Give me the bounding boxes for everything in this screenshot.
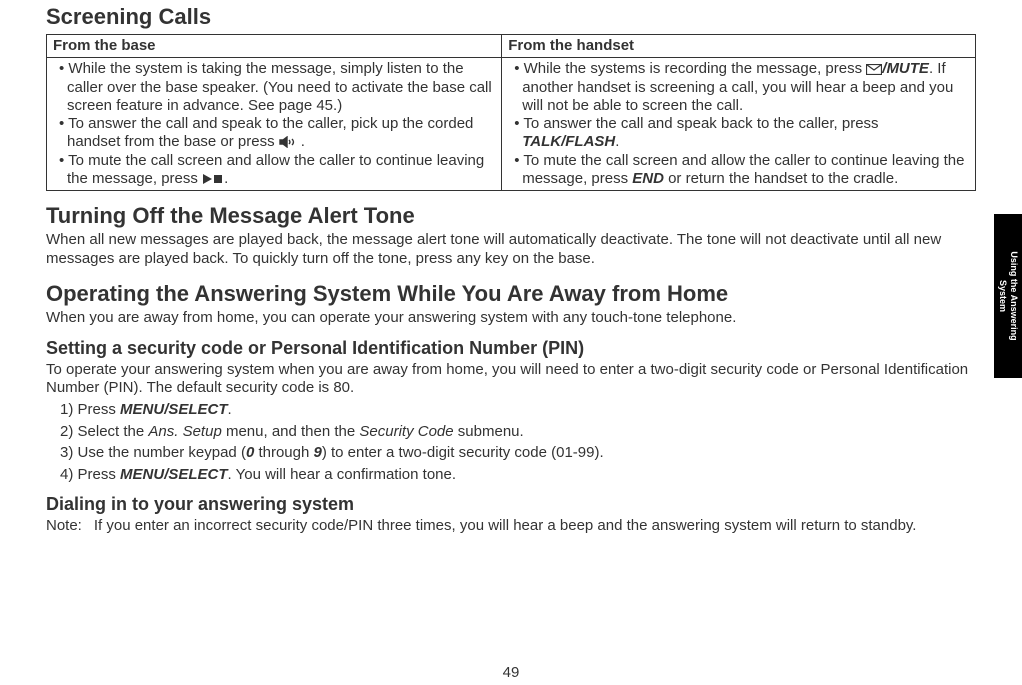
heading-screening-calls: Screening Calls (46, 4, 976, 30)
step-3-pre: Use the number keypad ( (78, 444, 246, 461)
step-2-pre: Select the (78, 423, 149, 440)
steps-list: Press MENU/SELECT. Select the Ans. Setup… (46, 400, 976, 484)
envelope-icon (866, 64, 882, 75)
base-bullet-3-post: . (224, 170, 228, 187)
step-2-i2: Security Code (359, 423, 453, 440)
base-bullet-1: While the system is taking the message, … (67, 60, 492, 114)
note-label: Note: (46, 517, 94, 536)
hs-bullet-2-pre: To answer the call and speak back to the… (523, 115, 878, 132)
base-bullet-2-post: . (301, 133, 305, 150)
table-cell-handset: While the systems is recording the messa… (502, 58, 976, 191)
base-bullet-3-pre: To mute the call screen and allow the ca… (67, 152, 484, 187)
hs-bullet-3-key: END (632, 170, 664, 187)
heading-setting-pin: Setting a security code or Personal Iden… (46, 338, 976, 359)
para-turning-off: When all new messages are played back, t… (46, 231, 976, 269)
step-2-post: submenu. (454, 423, 524, 440)
side-tab: Using the AnsweringSystem (994, 214, 1022, 378)
para-operating: When you are away from home, you can ope… (46, 309, 976, 328)
heading-dialing-in: Dialing in to your answering system (46, 494, 976, 515)
note: Note: If you enter an incorrect security… (46, 517, 976, 536)
hs-bullet-1-pre: While the systems is recording the messa… (524, 60, 867, 77)
step-3-k2: 9 (314, 444, 322, 461)
table-header-base: From the base (47, 35, 502, 58)
step-4-pre: Press (78, 466, 121, 483)
step-1-post: . (228, 401, 232, 418)
step-1-pre: Press (78, 401, 121, 418)
table-cell-base: While the system is taking the message, … (47, 58, 502, 191)
step-2-mid: menu, and then the (222, 423, 360, 440)
play-stop-icon (202, 173, 224, 185)
page-number: 49 (0, 664, 1022, 681)
step-4-post: . You will hear a confirmation tone. (228, 466, 456, 483)
hs-bullet-2-key: TALK/FLASH (522, 133, 615, 150)
side-tab-label: Using the AnsweringSystem (997, 214, 1019, 378)
hs-bullet-2-post: . (615, 133, 619, 150)
heading-operating: Operating the Answering System While You… (46, 281, 976, 307)
speaker-icon (279, 136, 301, 148)
step-4: Press MENU/SELECT. You will hear a confi… (60, 465, 976, 485)
hs-bullet-1-key: MUTE (886, 60, 929, 77)
para-setting-pin: To operate your answering system when yo… (46, 361, 976, 399)
step-2-i1: Ans. Setup (148, 423, 221, 440)
step-3: Use the number keypad (0 through 9) to e… (60, 443, 976, 463)
hs-bullet-3-post: or return the handset to the cradle. (664, 170, 898, 187)
base-bullet-2-pre: To answer the call and speak to the call… (67, 115, 473, 150)
step-2: Select the Ans. Setup menu, and then the… (60, 422, 976, 442)
screening-table: From the base From the handset While the… (46, 34, 976, 191)
step-1: Press MENU/SELECT. (60, 400, 976, 420)
table-header-handset: From the handset (502, 35, 976, 58)
step-4-key: MENU/SELECT (120, 466, 228, 483)
step-1-key: MENU/SELECT (120, 401, 228, 418)
step-3-mid: through (254, 444, 313, 461)
note-text: If you enter an incorrect security code/… (94, 517, 976, 536)
heading-turning-off: Turning Off the Message Alert Tone (46, 203, 976, 229)
step-3-post: ) to enter a two-digit security code (01… (322, 444, 604, 461)
